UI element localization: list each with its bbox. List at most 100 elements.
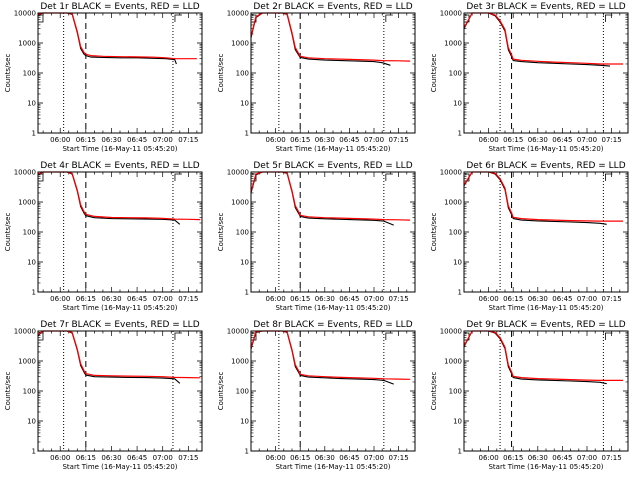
panel-4-y-tick-label: 1000 [18,199,36,207]
panel-8-plot-frame [250,330,416,452]
panel-7-x-axis-label: Start Time (16-May-11 05:45:20) [62,463,177,471]
panel-6-lld-line [463,171,624,222]
panel-9-y-tick-label: 10000 [440,328,462,336]
panel-2-plot-frame [250,12,416,134]
panel-1-x-tick-label: 07:00 [153,136,173,144]
panel-7-plot-frame [37,330,203,452]
panel-4-y-tick-label: 10 [27,259,36,267]
panel-6-x-tick-label: 07:15 [602,295,622,303]
panel-6-title: Det 6r BLACK = Events, RED = LLD [466,161,625,171]
panel-6-x-tick-label: 06:15 [503,295,523,303]
panel-4-x-tick-label: 06:30 [101,295,121,303]
panel-7-y-tick-label: 1000 [18,358,36,366]
panel-2-y-axis-label: Counts/sec [217,54,225,93]
panel-6-end-bracket-mark [605,173,613,181]
panel-3-x-tick-label: 06:00 [479,136,499,144]
panel-2-y-tick-label: 10 [240,100,249,108]
panel-9-end-bracket-mark [605,332,613,340]
panel-2-title: Det 2r BLACK = Events, RED = LLD [253,2,412,12]
panel-1: Det 1r BLACK = Events, RED = LLD Counts/s… [4,2,203,153]
panel-2-y-tick-label: 100 [236,70,249,78]
panel-1-start-bracket-mark [39,14,44,23]
panel-5-title: Det 5r BLACK = Events, RED = LLD [253,161,412,171]
panel-8-x-tick-label: 06:30 [315,454,335,462]
panel-4-x-tick-label: 06:45 [127,295,147,303]
panel-3-title: Det 3r BLACK = Events, RED = LLD [466,2,625,12]
panel-6-events-line [463,171,607,225]
panel-8-y-tick-label: 10 [240,418,249,426]
panel-6-plot-frame [463,171,629,293]
panel-2-x-tick-label: 06:30 [315,136,335,144]
panel-7-y-axis-label: Counts/sec [4,372,12,411]
panel-5-y-tick-label: 10 [240,259,249,267]
panel-8-x-axis-label: Start Time (16-May-11 05:45:20) [275,463,390,471]
panel-4-plot-frame [37,171,203,293]
panel-6-y-tick-label: 1000 [444,199,462,207]
panel-5-x-tick-label: 07:15 [389,295,409,303]
panel-1-x-tick-label: 06:45 [127,136,147,144]
panel-3-x-axis-label: Start Time (16-May-11 05:45:20) [488,145,603,153]
panel-3-y-tick-label: 1000 [444,40,462,48]
panel-9-y-tick-label: 1 [458,448,462,456]
panel-6-y-tick-label: 100 [449,229,462,237]
panel-2-x-tick-label: 07:15 [389,136,409,144]
panel-9-x-tick-label: 07:15 [602,454,622,462]
panel-8-x-tick-label: 07:00 [364,454,384,462]
panel-9-title: Det 9r BLACK = Events, RED = LLD [466,320,625,330]
panel-4-title: Det 4r BLACK = Events, RED = LLD [40,161,199,171]
panel-1-title: Det 1r BLACK = Events, RED = LLD [40,2,199,12]
panel-7: Det 7r BLACK = Events, RED = LLD Counts/s… [4,320,203,471]
panel-2-events-line [250,12,391,66]
panel-2: Det 2r BLACK = Events, RED = LLD Counts/s… [217,2,416,153]
panel-1-y-tick-label: 100 [23,70,36,78]
panel-5-end-bracket-mark [385,173,393,181]
panel-7-x-tick-label: 07:15 [178,454,198,462]
panel-1-x-tick-label: 07:15 [178,136,198,144]
panel-3-events-line [463,12,611,67]
panel-7-y-tick-label: 1 [32,448,36,456]
panel-2-x-axis-label: Start Time (16-May-11 05:45:20) [275,145,390,153]
panel-8-x-tick-label: 06:00 [266,454,286,462]
panel-6-x-tick-label: 06:00 [479,295,499,303]
panel-5-x-tick-label: 06:00 [266,295,286,303]
panel-4-x-axis-label: Start Time (16-May-11 05:45:20) [62,304,177,312]
panel-3: Det 3r BLACK = Events, RED = LLD Counts/s… [430,2,629,153]
panel-5-x-tick-label: 06:30 [315,295,335,303]
panel-1-plot-frame [37,12,203,134]
panel-6-y-tick-label: 10000 [440,169,462,177]
panel-9-y-tick-label: 10 [453,418,462,426]
panel-4-start-bracket-mark [39,173,44,182]
panel-1-end-bracket-mark [174,14,182,22]
panel-3-x-tick-label: 07:15 [602,136,622,144]
panel-3-x-tick-label: 07:00 [577,136,597,144]
panel-6-y-tick-label: 10 [453,259,462,267]
panel-7-lld-line [37,330,201,379]
panel-8-end-bracket-mark [385,332,393,340]
panel-9-x-tick-label: 07:00 [577,454,597,462]
panel-3-y-tick-label: 1 [458,130,462,138]
panel-5-plot-frame [250,171,416,293]
panel-3-plot-frame [463,12,629,134]
panel-4: Det 4r BLACK = Events, RED = LLD Counts/s… [4,161,203,312]
panel-8-x-tick-label: 06:15 [290,454,310,462]
panel-2-x-tick-label: 07:00 [364,136,384,144]
panel-4-end-bracket-mark [174,173,182,181]
panel-4-events-line [37,171,181,225]
panel-7-x-tick-label: 06:15 [76,454,96,462]
panel-3-end-bracket-mark [605,14,613,22]
panel-7-x-tick-label: 06:45 [127,454,147,462]
panel-5-y-tick-label: 10000 [227,169,249,177]
panel-4-x-tick-label: 06:15 [76,295,96,303]
panel-5-x-axis-label: Start Time (16-May-11 05:45:20) [275,304,390,312]
panel-1-y-tick-label: 10 [27,100,36,108]
panel-3-lld-line [463,12,624,65]
panel-9-x-tick-label: 06:30 [528,454,548,462]
panel-3-y-tick-label: 100 [449,70,462,78]
panel-8-y-axis-label: Counts/sec [217,372,225,411]
panel-4-y-tick-label: 100 [23,229,36,237]
panel-8-x-tick-label: 06:45 [339,454,359,462]
panel-9-y-axis-label: Counts/sec [430,372,438,411]
panel-9-plot-frame [463,330,629,452]
panel-9-x-axis-label: Start Time (16-May-11 05:45:20) [488,463,603,471]
panel-9-x-tick-label: 06:00 [479,454,499,462]
